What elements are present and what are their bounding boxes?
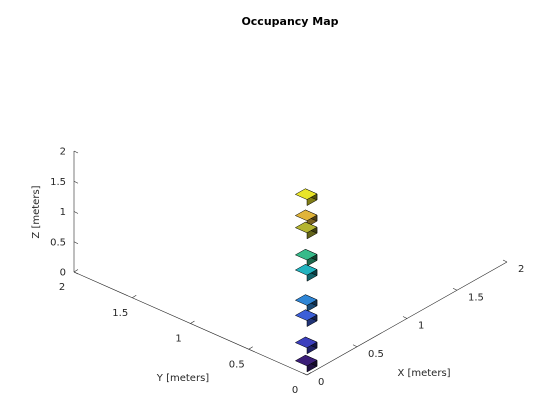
z-tick-label: 0 xyxy=(60,268,66,279)
z-tick-mark xyxy=(73,180,79,184)
y-tick-label: 1 xyxy=(175,334,181,345)
y-axis-label: Y [meters] xyxy=(156,373,209,384)
tick-group: 0 0.5 1 1.5 2 0 0.5 1 1.5 2 0 0.5 1 1.5 2 xyxy=(50,147,524,397)
x-tick-label: 0.5 xyxy=(368,349,384,360)
z-tick-mark xyxy=(73,271,79,275)
x-tick-label: 1.5 xyxy=(468,292,484,303)
y-tick-mark xyxy=(248,346,253,350)
voxel xyxy=(295,354,318,373)
x-tick-mark xyxy=(302,372,308,376)
x-tick-label: 2 xyxy=(518,264,524,275)
z-tick-label: 0.5 xyxy=(50,237,66,248)
voxel-face-top xyxy=(295,309,318,321)
chart-title: Occupancy Map xyxy=(241,15,338,28)
y-tick-mark xyxy=(132,294,137,299)
y-tick-label: 0.5 xyxy=(229,359,245,370)
y-tick-mark xyxy=(73,269,79,273)
z-axis-label: Z [meters] xyxy=(31,185,42,238)
voxel xyxy=(295,294,318,312)
y-tick-label: 1.5 xyxy=(112,308,128,319)
voxel xyxy=(295,264,318,282)
z-tick-label: 1.5 xyxy=(50,177,66,188)
x-axis-label: X [meters] xyxy=(397,368,450,379)
z-tick-label: 2 xyxy=(60,147,66,158)
voxel-face-top xyxy=(295,249,318,261)
voxel-face-top xyxy=(295,188,318,200)
y-tick-label: 0 xyxy=(292,385,298,396)
voxel xyxy=(295,249,318,267)
voxel-face-top xyxy=(295,221,318,234)
z-tick-mark xyxy=(73,150,79,154)
voxel-face-top xyxy=(295,209,318,221)
y-tick-label: 2 xyxy=(59,282,65,293)
axes-3d xyxy=(73,151,508,376)
voxel-face-top xyxy=(295,336,318,349)
x-tick-mark xyxy=(402,316,408,319)
y-tick-mark xyxy=(190,320,195,324)
voxel-face-top xyxy=(295,294,318,306)
z-tick-mark xyxy=(73,211,79,214)
voxel xyxy=(295,188,318,206)
x-tick-mark xyxy=(352,344,358,348)
x-tick-mark xyxy=(502,259,508,263)
z-tick-label: 1 xyxy=(60,207,66,218)
voxel-face-top xyxy=(295,354,318,367)
y-tick-mark xyxy=(306,372,312,376)
voxel xyxy=(295,309,318,327)
voxel-face-top xyxy=(295,264,318,276)
z-tick-mark xyxy=(73,241,79,245)
voxel xyxy=(295,221,318,240)
x-tick-mark xyxy=(452,287,458,291)
x-tick-label: 0 xyxy=(318,377,324,388)
voxel xyxy=(295,336,318,355)
voxel-group xyxy=(295,188,318,373)
x-tick-label: 1 xyxy=(418,321,424,332)
